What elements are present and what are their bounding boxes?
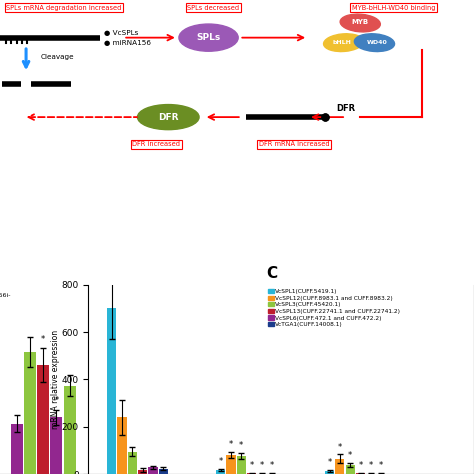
Text: DFR increased: DFR increased [132,141,181,147]
Bar [37,365,49,474]
Bar [50,417,63,474]
Bar [336,459,345,474]
Text: MYB: MYB [352,19,369,25]
Bar [356,473,365,474]
Ellipse shape [324,34,364,52]
Text: SPLs mRNA degradation increased: SPLs mRNA degradation increased [6,5,122,10]
Text: *: * [369,462,373,471]
Text: *: * [229,440,233,449]
Text: DFR: DFR [158,113,179,122]
Text: SPLs decreased: SPLs decreased [187,5,239,10]
Text: *: * [328,458,332,467]
Text: ● VcSPLs: ● VcSPLs [104,29,139,36]
Bar [128,452,137,474]
Text: *: * [239,441,244,450]
Text: WD40: WD40 [366,40,387,45]
Text: DFR: DFR [337,104,356,113]
Bar [346,465,355,474]
Bar [64,386,76,474]
Text: MYB-bHLH-WD40 binding: MYB-bHLH-WD40 binding [352,5,435,10]
Ellipse shape [137,105,199,130]
Bar [216,470,225,474]
Bar [159,469,168,474]
Bar [107,309,116,474]
Text: b,VcmiR156i-: b,VcmiR156i- [0,293,10,298]
Text: Cleavage: Cleavage [40,55,74,60]
Text: bHLH: bHLH [333,40,352,45]
Y-axis label: mRNA relative expression: mRNA relative expression [51,330,60,429]
Legend: VcSPL1(CUFF.5419.1), VcSPL12(CUFF.8983.1 and CUFF.8983.2), VcSPL3(CUFF.45420.1),: VcSPL1(CUFF.5419.1), VcSPL12(CUFF.8983.1… [267,288,401,328]
Bar [10,424,23,474]
Text: C: C [266,266,277,281]
Text: *: * [348,451,352,460]
Ellipse shape [179,24,238,51]
Ellipse shape [355,34,394,52]
Text: *: * [249,461,254,470]
Text: *: * [41,335,45,344]
Text: *: * [260,462,264,471]
Bar [148,467,157,474]
Text: SPLs: SPLs [196,33,221,42]
Text: *: * [219,457,223,466]
Ellipse shape [340,14,380,32]
Bar [325,471,334,474]
Text: *: * [270,462,274,471]
Bar [237,456,246,474]
Text: DFR mRNA increased: DFR mRNA increased [259,141,329,147]
Bar [227,455,236,474]
Bar [24,352,36,474]
Text: *: * [379,462,383,471]
Text: *: * [55,396,58,405]
Bar [247,473,256,474]
Bar [118,417,127,474]
Bar [138,470,147,474]
Text: *: * [338,443,342,452]
Text: *: * [358,461,363,470]
Text: ● miRNA156: ● miRNA156 [104,40,151,46]
